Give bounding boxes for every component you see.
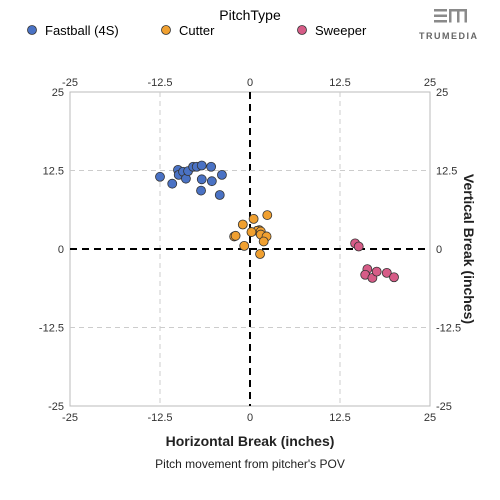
y-tick-label-left: 0 xyxy=(58,244,64,256)
x-tick-label-top: 25 xyxy=(424,77,436,89)
legend-marker-cutter xyxy=(161,25,171,35)
y-tick-label-left: -25 xyxy=(48,401,64,413)
y-tick-label-right: -25 xyxy=(436,401,452,413)
y-tick-label-left: -12.5 xyxy=(39,323,64,335)
fastball-4s-point xyxy=(196,185,206,196)
x-tick-label-top: -12.5 xyxy=(147,77,172,89)
sweeper-point xyxy=(389,272,399,283)
fastball-4s-point xyxy=(206,161,217,172)
sweeper-point xyxy=(371,266,382,277)
trumedia-logo-text: TRUMEDIA xyxy=(419,31,479,41)
cutter-point xyxy=(248,213,259,224)
x-tick-label-bottom: 0 xyxy=(247,412,253,424)
x-tick-label-bottom: 25 xyxy=(424,412,436,424)
fastball-4s-point xyxy=(196,160,207,171)
legend-label-sweeper: Sweeper xyxy=(315,23,367,38)
cutter-point xyxy=(262,210,273,220)
y-tick-label-left: 25 xyxy=(52,87,64,99)
x-tick-label-bottom: -25 xyxy=(62,412,78,424)
legend-label-fastball-4s: Fastball (4S) xyxy=(45,23,119,38)
x-tick-label-top: 0 xyxy=(247,77,253,89)
cutter-point xyxy=(237,219,248,230)
legend-marker-fastball-4s xyxy=(27,25,37,35)
legend-label-cutter: Cutter xyxy=(179,23,215,38)
x-tick-label-top: 12.5 xyxy=(329,77,350,89)
fastball-4s-point xyxy=(155,171,165,182)
y-axis-title: Vertical Break (inches) xyxy=(461,174,477,324)
sweeper-point xyxy=(353,241,364,252)
x-tick-label-bottom: 12.5 xyxy=(329,412,350,424)
legend: Fastball (4S) Cutter Sweeper xyxy=(27,23,367,38)
y-tick-label-right: 25 xyxy=(436,87,448,99)
cutter-point xyxy=(246,227,257,237)
fastball-4s-point xyxy=(214,190,225,200)
data-points xyxy=(155,160,399,283)
y-tick-label-right: 0 xyxy=(436,244,442,256)
cutter-point xyxy=(258,236,269,247)
trumedia-logo: TRUMEDIA xyxy=(419,9,479,41)
legend-title: PitchType xyxy=(219,7,281,23)
x-axis-title: Horizontal Break (inches) xyxy=(166,433,335,449)
fastball-4s-point xyxy=(206,176,217,187)
trumedia-logo-mark xyxy=(434,9,467,23)
fastball-4s-point xyxy=(196,174,207,185)
fastball-4s-point xyxy=(217,169,227,180)
cutter-point xyxy=(230,230,241,241)
legend-marker-sweeper xyxy=(297,25,307,35)
sweeper-point xyxy=(381,267,392,278)
y-tick-label-right: -12.5 xyxy=(436,323,461,335)
fastball-4s-point xyxy=(167,178,178,189)
x-tick-label-bottom: -12.5 xyxy=(147,412,172,424)
y-tick-label-right: 12.5 xyxy=(436,166,457,178)
grid xyxy=(70,92,430,406)
cutter-point xyxy=(239,240,250,251)
chart-caption: Pitch movement from pitcher's POV xyxy=(155,457,345,471)
y-tick-label-left: 12.5 xyxy=(43,166,64,178)
x-tick-label-top: -25 xyxy=(62,77,78,89)
cutter-point xyxy=(255,249,265,259)
